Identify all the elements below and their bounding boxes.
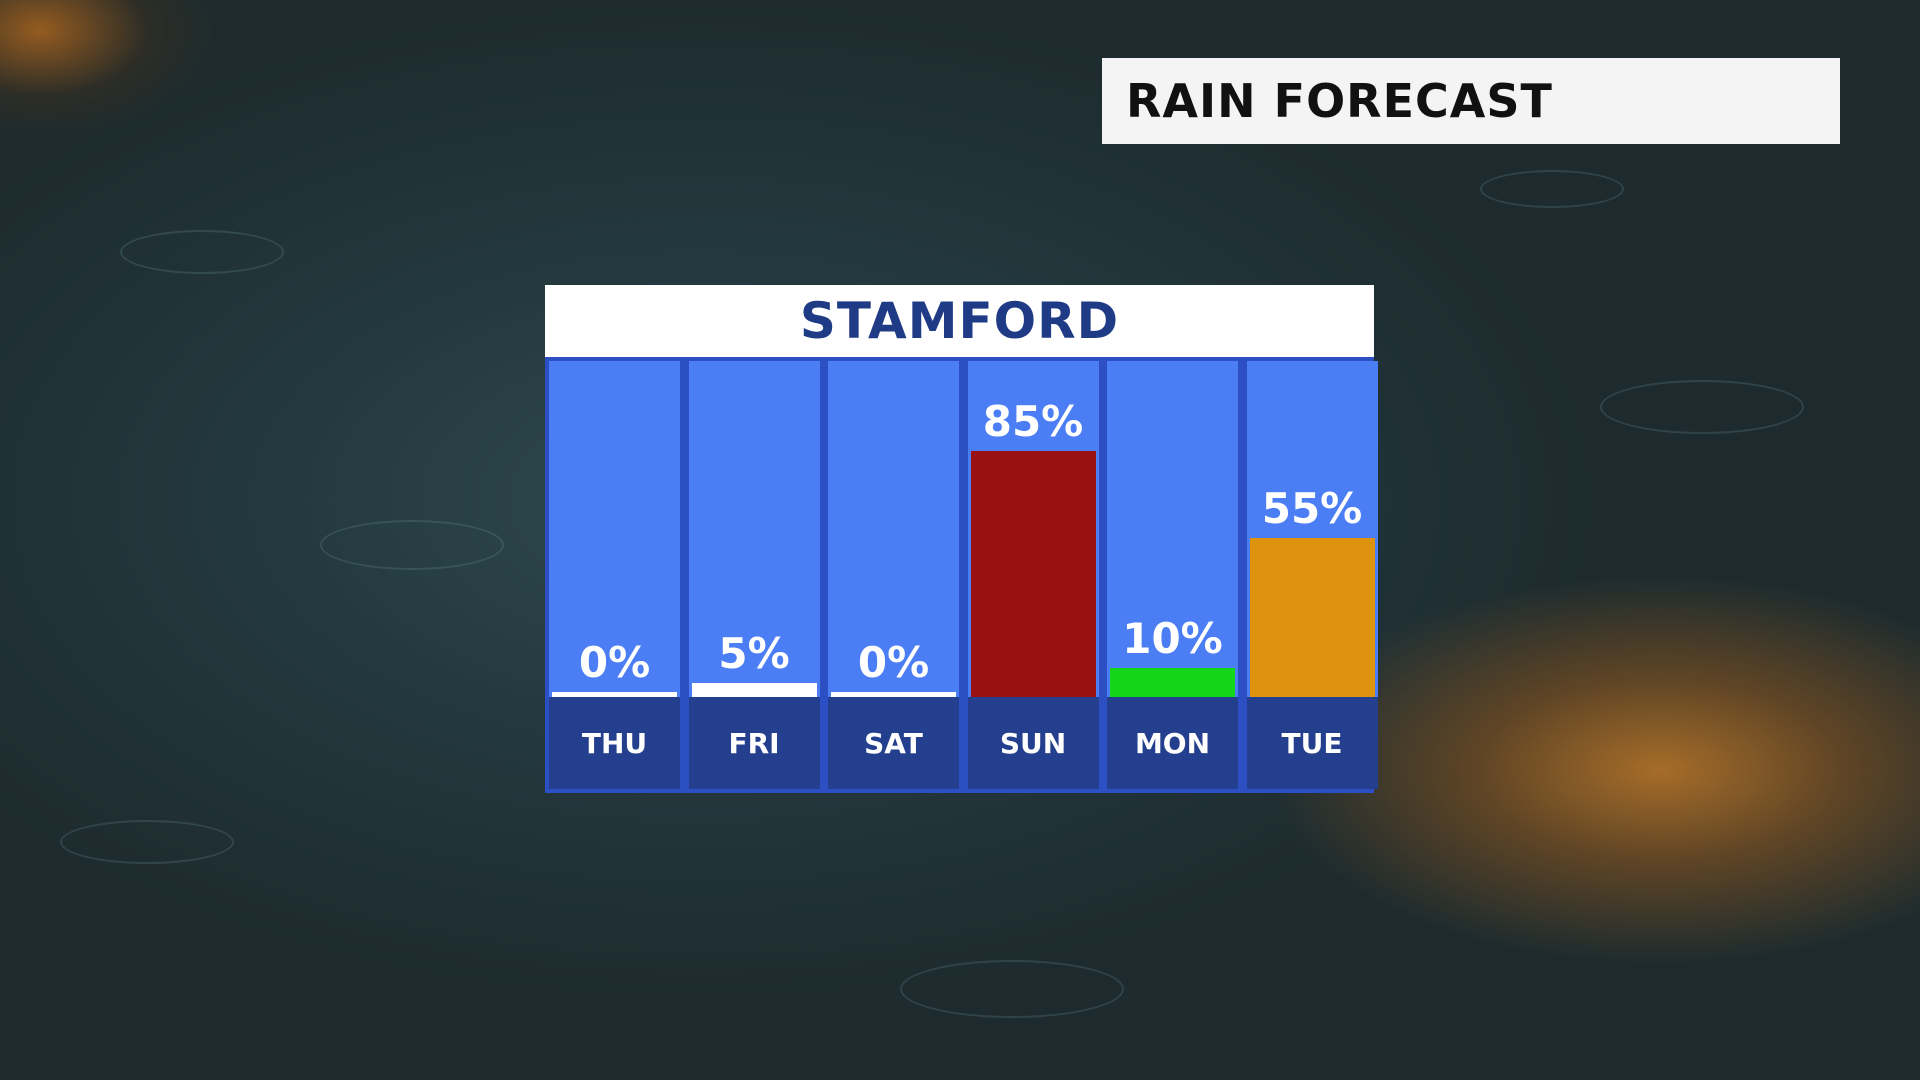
data-label: 5% — [718, 628, 790, 678]
data-label: 85% — [982, 397, 1084, 447]
data-label: 10% — [1122, 614, 1223, 664]
day-column: 85% SUN — [967, 361, 1099, 789]
day-label-cell: SAT — [828, 697, 959, 789]
bar — [970, 451, 1096, 697]
tick-label: SUN — [999, 726, 1067, 760]
day-column: 0% THU — [549, 361, 680, 789]
day-label-cell: TUE — [1246, 697, 1378, 789]
tick-label: TUE — [1281, 726, 1343, 760]
day-label-cell: THU — [549, 697, 680, 789]
day-label-cell: MON — [1107, 697, 1238, 789]
day-column: 5% FRI — [688, 361, 820, 789]
bar-chart: 0% THU 5% FRI 0% SAT 85% SUN 10% MON 55% TUE — [545, 357, 1378, 793]
water-ripple — [1480, 170, 1624, 208]
page-title: RAIN FORECAST — [1126, 74, 1553, 128]
tick-label: SAT — [864, 726, 923, 760]
bar — [691, 682, 817, 697]
bar — [1249, 538, 1375, 697]
day-column: 55% TUE — [1246, 361, 1378, 789]
chart-title: STAMFORD — [799, 292, 1120, 350]
tick-label: MON — [1134, 726, 1211, 760]
tick-label: THU — [581, 726, 648, 760]
day-column: 10% MON — [1107, 361, 1238, 789]
rain-chart-panel: STAMFORD 0% THU 5% FRI 0% SAT 85% SUN 10% MON 55% T… — [545, 285, 1378, 793]
data-label: 0% — [857, 638, 930, 687]
water-ripple — [320, 520, 504, 570]
data-label: 0% — [578, 638, 651, 687]
day-label-cell: SUN — [967, 697, 1099, 789]
data-label: 55% — [1261, 484, 1363, 534]
water-ripple — [60, 820, 234, 864]
tick-label: FRI — [728, 726, 780, 760]
bar — [1110, 668, 1235, 697]
chart-header: STAMFORD — [545, 285, 1374, 357]
water-ripple — [120, 230, 284, 274]
water-ripple — [900, 960, 1124, 1018]
day-label-cell: FRI — [688, 697, 820, 789]
bar — [831, 692, 956, 697]
bar — [552, 692, 677, 697]
title-banner: RAIN FORECAST — [1102, 58, 1840, 144]
water-ripple — [1600, 380, 1804, 434]
day-column: 0% SAT — [828, 361, 959, 789]
